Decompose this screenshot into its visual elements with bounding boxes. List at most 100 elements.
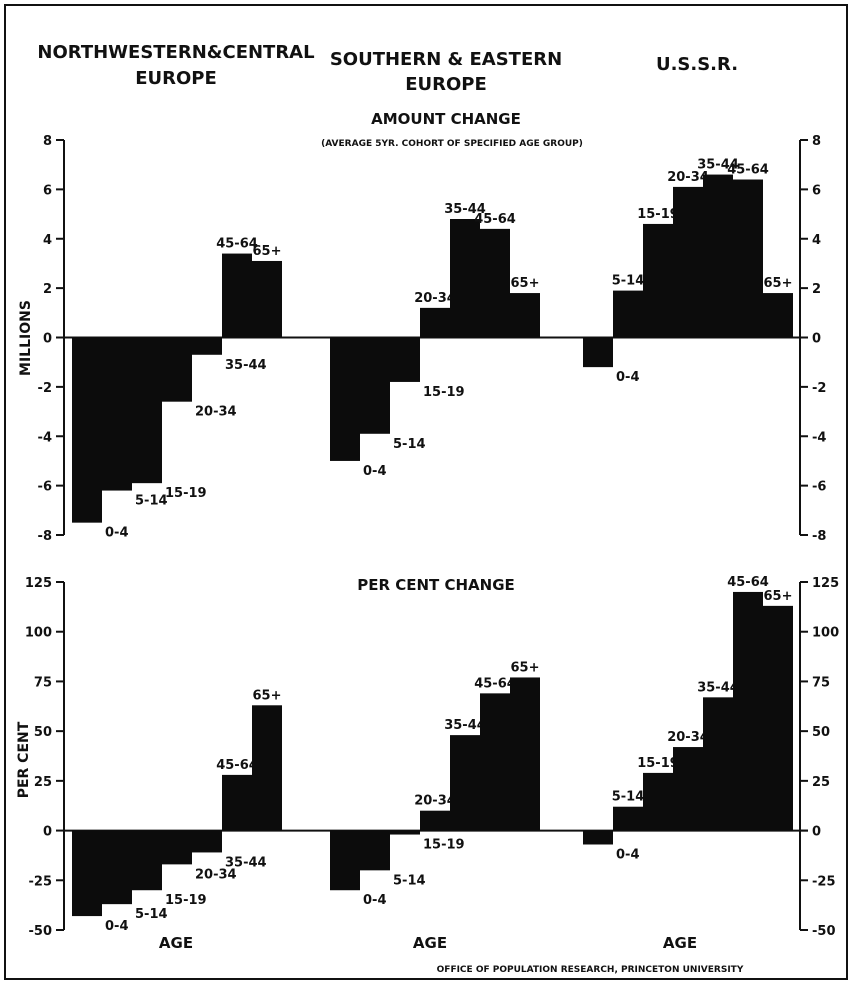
ytick-label-left: -50: [29, 924, 53, 939]
ytick-label-left: -25: [29, 874, 53, 889]
bar-2-4: [703, 697, 733, 831]
bar-1-6: [510, 677, 540, 831]
bar-1-5: [480, 228, 510, 338]
ytick-label-left: 75: [34, 675, 52, 690]
bar-label: 0-4: [616, 847, 640, 862]
ytick-label-right: -4: [812, 430, 826, 445]
ytick-label-right: 25: [812, 775, 830, 790]
bar-label: 20-34: [414, 291, 456, 306]
bar-label: 45-64: [216, 237, 258, 252]
bar-label: 15-19: [423, 838, 465, 853]
xlabel-age-2: AGE: [413, 934, 447, 952]
bar-2-0: [583, 830, 613, 845]
bar-2-3: [673, 747, 703, 831]
bar-2-5: [733, 591, 763, 831]
bar-label: 65+: [511, 276, 540, 291]
ytick-label-left: 6: [43, 183, 52, 198]
bar-label: 5-14: [612, 274, 645, 289]
bar-0-6: [252, 260, 282, 338]
bar-1-4: [450, 219, 480, 338]
ytick-label-right: 6: [812, 183, 821, 198]
bar-label: 35-44: [697, 158, 739, 173]
ytick-label-right: 4: [812, 233, 821, 248]
bar-label: 0-4: [363, 893, 387, 908]
bar-label: 20-34: [667, 730, 709, 745]
ytick-label-right: -25: [812, 874, 836, 889]
ytick-label-left: -2: [38, 381, 52, 396]
ytick-label-left: 100: [25, 626, 52, 641]
bar-2-6: [763, 293, 793, 338]
region-title-nw-central: NORTHWESTERN&CENTRAL EUROPE: [37, 42, 314, 89]
bar-0-4: [192, 830, 222, 853]
bar-2-3: [673, 186, 703, 338]
bar-label: 65+: [764, 276, 793, 291]
bar-2-2: [643, 223, 673, 338]
bar-2-1: [613, 806, 643, 831]
bar-label: 15-19: [637, 756, 679, 771]
ytick-label-left: 2: [43, 282, 52, 297]
ytick-label-right: 75: [812, 675, 830, 690]
ytick-label-right: -6: [812, 480, 826, 495]
bar-0-0: [72, 830, 102, 917]
bar-label: 15-19: [165, 486, 207, 501]
bar-2-1: [613, 290, 643, 338]
ytick-label-right: 0: [812, 825, 821, 840]
bar-label: 0-4: [616, 370, 640, 385]
region-title-ussr: U.S.S.R.: [656, 54, 738, 75]
bar-label: 35-44: [697, 680, 739, 695]
ytick-label-right: 100: [812, 626, 839, 641]
bar-2-2: [643, 772, 673, 831]
bar-0-3: [162, 337, 192, 402]
footer-credit: OFFICE OF POPULATION RESEARCH, PRINCETON…: [437, 965, 744, 975]
bar-1-2: [390, 830, 420, 835]
bar-label: 65+: [253, 244, 282, 259]
panel-title-amount: AMOUNT CHANGE: [371, 110, 521, 128]
bar-0-0: [72, 337, 102, 523]
ytick-label-right: 0: [812, 332, 821, 347]
bar-0-6: [252, 705, 282, 831]
ytick-label-left: 0: [43, 332, 52, 347]
bar-label: 35-44: [444, 718, 486, 733]
ylabel-amount: MILLIONS: [18, 300, 34, 376]
xlabel-age-1: AGE: [159, 934, 193, 952]
bar-0-2: [132, 337, 162, 484]
ytick-label-right: 2: [812, 282, 821, 297]
bar-2-5: [733, 179, 763, 338]
bar-label: 35-44: [225, 358, 267, 373]
region-title-south-east: SOUTHERN & EASTERN EUROPE: [330, 49, 562, 95]
bar-label: 45-64: [474, 676, 516, 691]
bar-label: 5-14: [393, 873, 426, 888]
bar-label: 35-44: [225, 855, 267, 870]
bar-label: 0-4: [105, 919, 129, 934]
bar-0-2: [132, 830, 162, 891]
bar-label: 20-34: [414, 794, 456, 809]
bar-2-6: [763, 605, 793, 831]
panel-title-percent: PER CENT CHANGE: [357, 576, 515, 594]
bar-1-4: [450, 735, 480, 831]
bar-label: 65+: [764, 589, 793, 604]
ytick-label-left: 4: [43, 233, 52, 248]
ytick-label-left: 125: [25, 576, 52, 591]
panel-subtitle-amount: (AVERAGE 5YR. COHORT OF SPECIFIED AGE GR…: [321, 139, 583, 149]
bar-label: 0-4: [363, 464, 387, 479]
bar-0-3: [162, 830, 192, 865]
bar-label: 0-4: [105, 526, 129, 541]
bar-label: 20-34: [195, 867, 237, 882]
bar-2-4: [703, 174, 733, 338]
ytick-label-left: -8: [38, 529, 52, 544]
ytick-label-left: 8: [43, 134, 52, 149]
bar-2-0: [583, 337, 613, 368]
bar-label: 65+: [253, 688, 282, 703]
bar-label: 65+: [511, 660, 540, 675]
bar-1-5: [480, 693, 510, 831]
bar-1-0: [330, 830, 360, 891]
bar-1-0: [330, 337, 360, 461]
bar-label: 45-64: [727, 163, 769, 178]
xlabel-age-3: AGE: [663, 934, 697, 952]
bar-0-5: [222, 774, 252, 831]
ylabel-percent: PER CENT: [16, 721, 32, 798]
bar-label: 5-14: [135, 907, 168, 922]
ytick-label-left: -4: [38, 430, 52, 445]
